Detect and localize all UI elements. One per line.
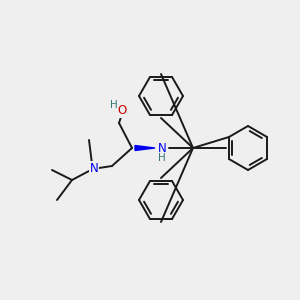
Text: N: N (90, 161, 98, 175)
Text: H: H (158, 153, 166, 163)
Polygon shape (135, 146, 155, 151)
Text: O: O (117, 104, 127, 118)
Text: H: H (110, 100, 118, 110)
Text: N: N (158, 142, 166, 154)
